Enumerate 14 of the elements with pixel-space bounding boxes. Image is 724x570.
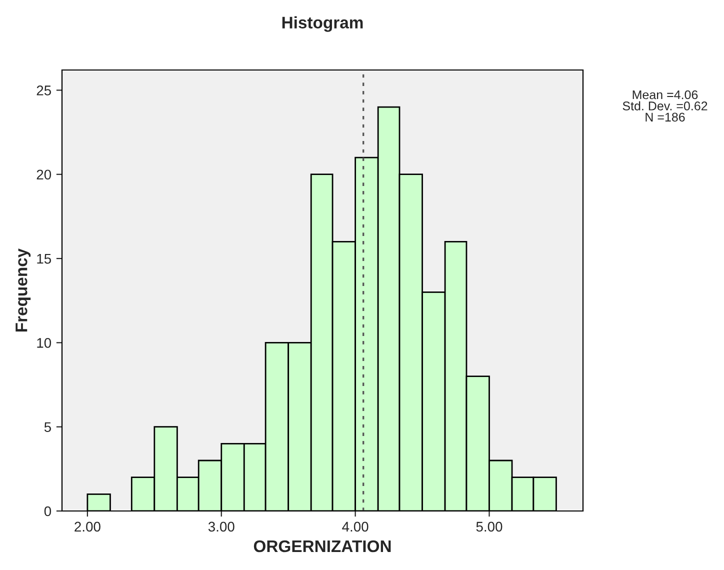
chart-title: Histogram bbox=[282, 16, 363, 32]
y-tick-label: 5 bbox=[44, 422, 51, 432]
x-tick-label: 4.00 bbox=[342, 522, 368, 532]
x-tick-label: 2.00 bbox=[74, 522, 100, 532]
x-axis-title: ORGERNIZATION bbox=[254, 540, 391, 552]
x-tick-label: 5.00 bbox=[476, 522, 502, 532]
text: Mean =4.06 Std. Dev. =0.62 N =186 bbox=[622, 90, 708, 122]
y-tick-label: 15 bbox=[37, 254, 52, 264]
x-tick-label: 3.00 bbox=[208, 522, 234, 532]
y-tick-label: 0 bbox=[44, 506, 52, 516]
y-tick-label: 25 bbox=[36, 86, 52, 96]
y-tick-label: 20 bbox=[36, 170, 52, 180]
y-tick-label: 10 bbox=[37, 338, 52, 348]
y-axis-title: Frequency bbox=[16, 248, 31, 332]
